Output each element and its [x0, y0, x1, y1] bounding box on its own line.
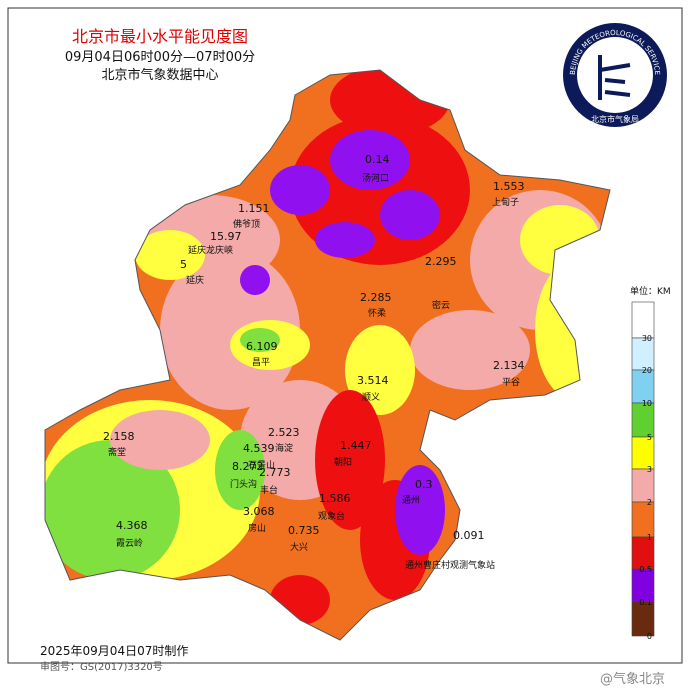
legend-label: 3	[647, 465, 652, 474]
station-name: 房山	[248, 522, 266, 534]
station-name: 汤河口	[362, 172, 389, 184]
station-value: 1.151	[238, 202, 270, 215]
legend-label: 10	[642, 399, 652, 408]
legend-swatch	[631, 601, 655, 637]
station-value: 1.586	[319, 492, 351, 505]
approval: 审图号：GS(2017)3320号	[40, 660, 163, 673]
legend-label: 20	[642, 366, 652, 375]
station-value: 2.134	[493, 359, 525, 372]
station-value: 2.285	[360, 291, 392, 304]
station-value: 5	[180, 258, 187, 271]
legend-label: 1	[647, 533, 652, 542]
legend-label: 0.5	[639, 565, 652, 574]
station-name: 观象台	[318, 510, 345, 522]
boundary	[44, 69, 611, 641]
station-value: 2.523	[268, 426, 300, 439]
station-name: 朝阳	[334, 457, 352, 468]
watermark: @气象北京	[600, 671, 665, 687]
station-value: 2.295	[425, 255, 457, 268]
station-value: 4.539	[243, 442, 275, 455]
source: 北京市气象数据中心	[101, 67, 218, 83]
made-time: 2025年09月04日07时制作	[40, 644, 188, 658]
station-name: 霞云岭	[116, 537, 143, 549]
station-value: 1.447	[340, 439, 372, 452]
station-value: 3.068	[243, 505, 275, 518]
station-value: 0.14	[365, 153, 390, 166]
legend-label: 5	[647, 433, 652, 442]
station-value: 15.97	[210, 230, 242, 243]
station-value: 0.735	[288, 524, 320, 537]
station-name: 大兴	[290, 541, 308, 553]
station-value: 0.091	[453, 529, 485, 542]
legend-swatch	[631, 402, 655, 438]
station-name: 昌平	[252, 357, 270, 368]
station-value: 8.272	[232, 460, 264, 473]
legend-swatch	[631, 501, 655, 538]
legend-label: 0.1	[639, 598, 652, 607]
frame	[7, 7, 683, 664]
station-name: 通州	[402, 495, 420, 506]
title: 北京市最小水平能见度图	[72, 27, 248, 46]
legend-label: 30	[642, 334, 652, 343]
legend-title: 单位：KM	[630, 285, 671, 297]
station-value: 6.109	[246, 340, 278, 353]
legend-label: 0	[647, 632, 652, 641]
station-value: 2.773	[259, 466, 291, 479]
station-name: 通州曹庄村观测气象站	[405, 559, 495, 571]
station-name: 密云	[432, 299, 450, 311]
station-value: 2.158	[103, 430, 135, 443]
station-value: 3.514	[357, 374, 389, 387]
station-name: 石景山	[248, 460, 275, 471]
period: 09月04日06时00分—07时00分	[65, 50, 255, 65]
station-name: 门头沟	[230, 478, 257, 490]
station-name: 上甸子	[492, 196, 519, 208]
station-name: 佛爷顶	[233, 218, 260, 230]
legend-label: 2	[647, 498, 652, 507]
station-value: 4.368	[116, 519, 148, 532]
station-name: 丰台	[260, 484, 278, 496]
station-name: 斋堂	[108, 446, 126, 458]
logo: BEIJING METEOROLOGICAL SERVICE 北京市气象局	[563, 23, 667, 127]
station-name: 海淀	[275, 442, 293, 454]
station-value: 1.553	[493, 180, 525, 193]
station-name: 顺义	[362, 392, 380, 403]
station-value: 0.3	[415, 478, 433, 491]
station-name: 延庆	[186, 274, 204, 286]
legend: 30 20 10 5 3 2 1 0.5 0.1 0	[631, 301, 655, 641]
station-name: 延庆龙庆峡	[188, 244, 233, 256]
station-name: 平谷	[502, 377, 520, 388]
logo-name: 北京市气象局	[591, 114, 639, 124]
legend-swatch	[631, 301, 655, 339]
station-name: 怀柔	[368, 307, 386, 319]
